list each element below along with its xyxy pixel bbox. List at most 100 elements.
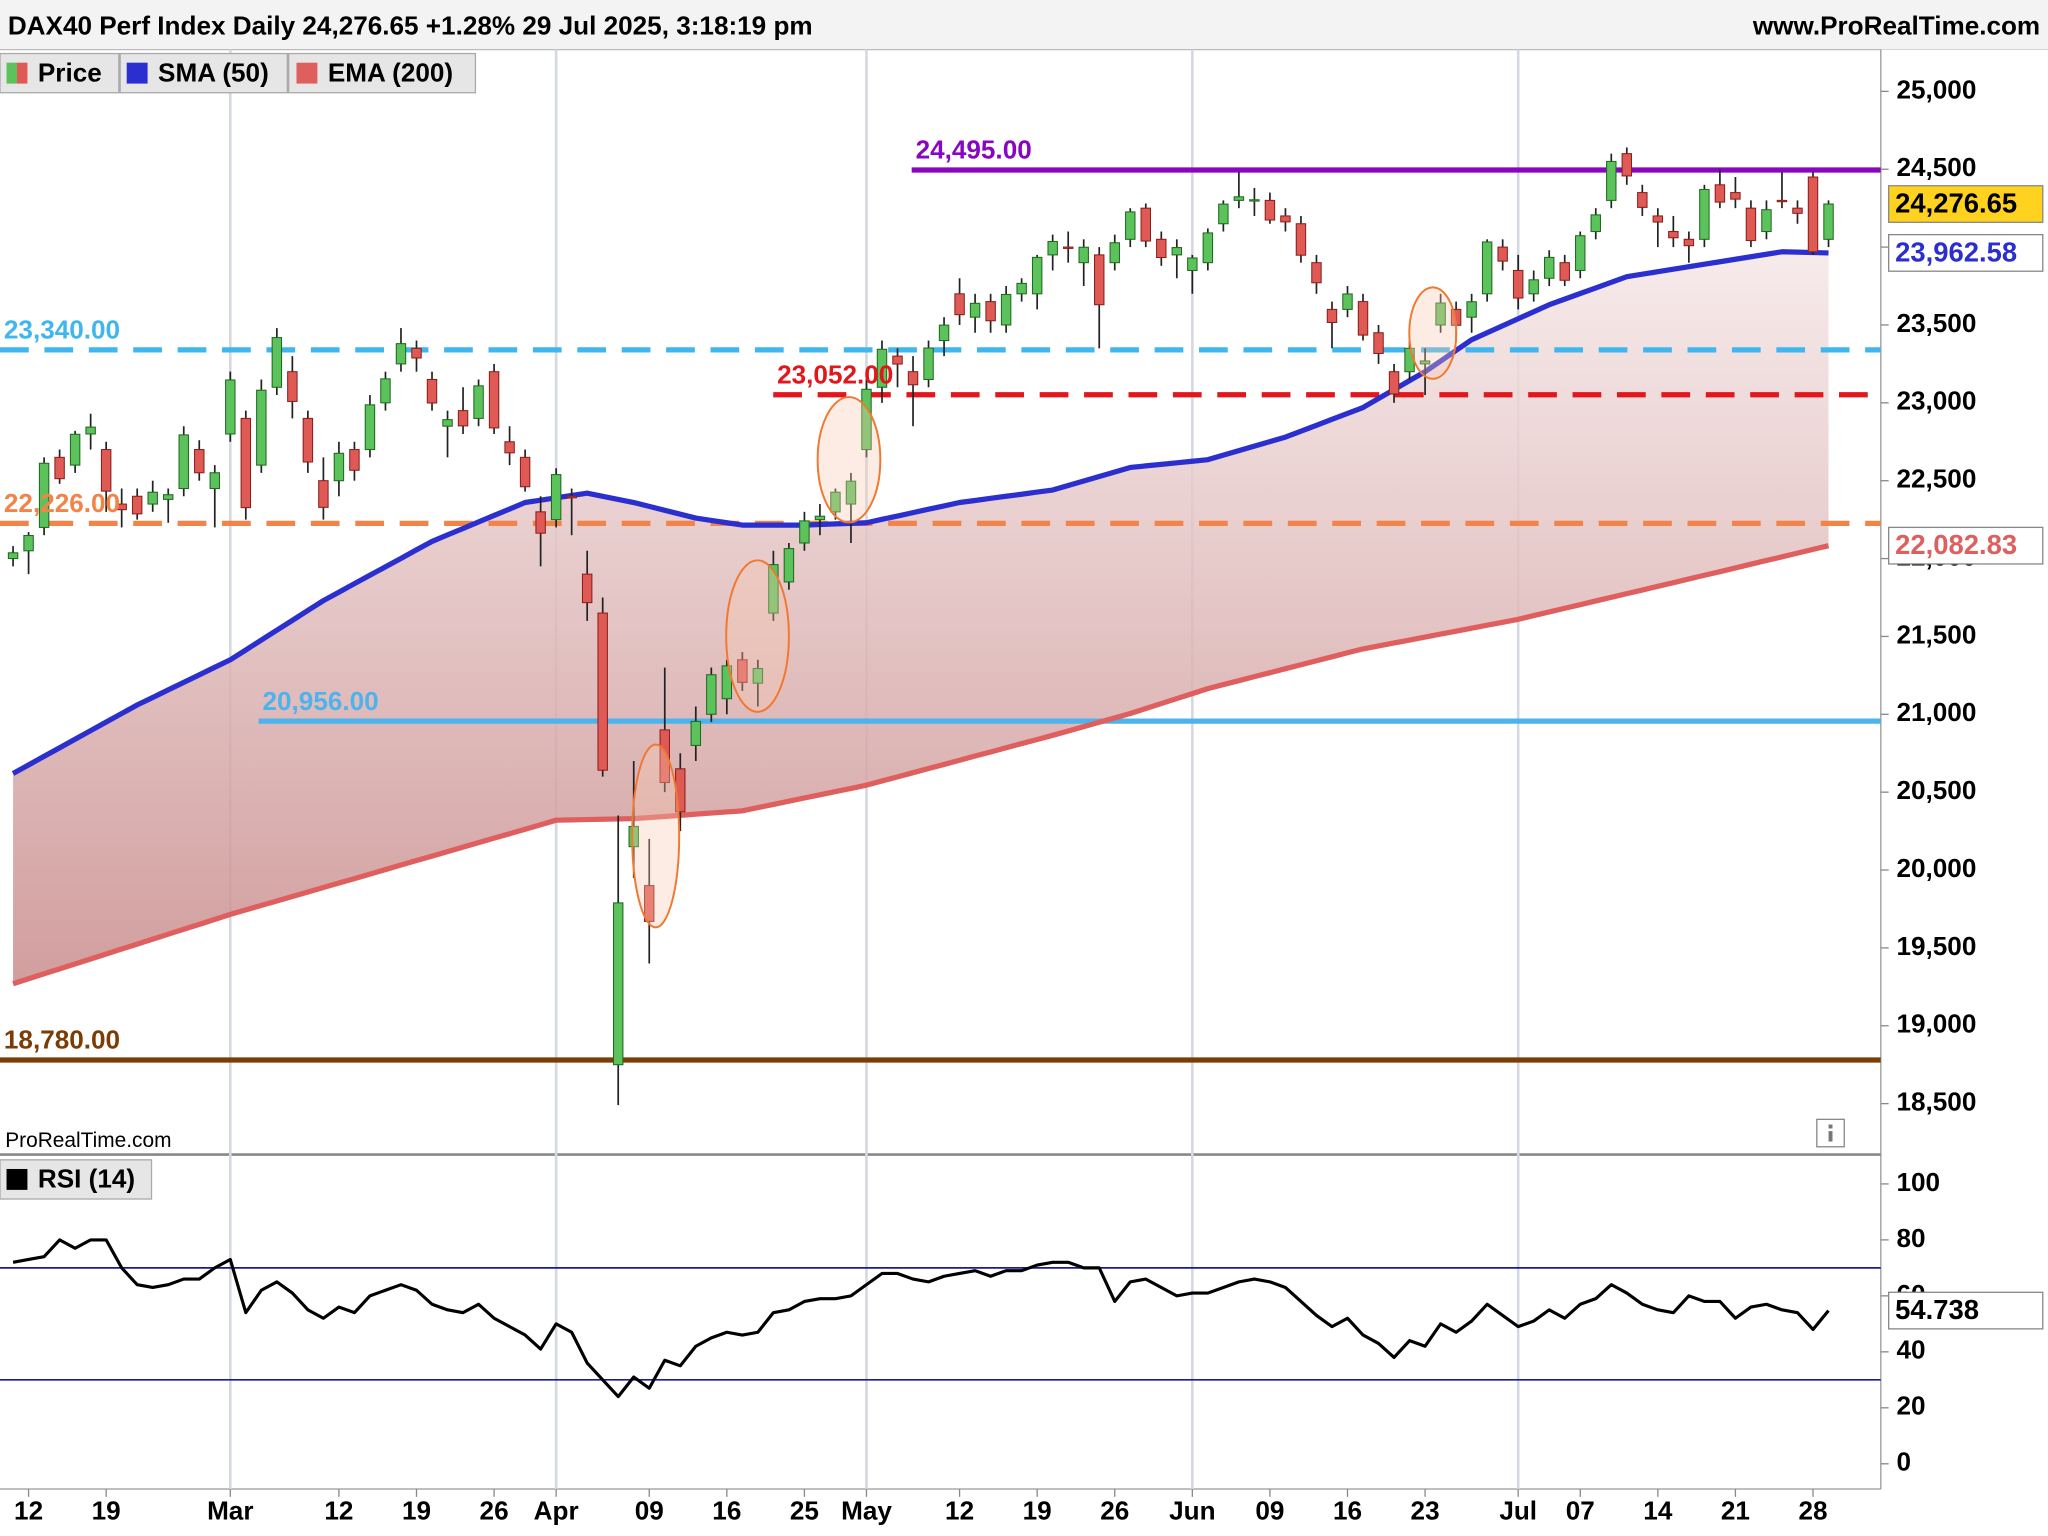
candle-body: [131, 495, 143, 515]
candle-body: [907, 371, 919, 386]
candle-body: [706, 674, 717, 715]
x-tick-label: 26: [480, 1495, 509, 1525]
candle-body: [1109, 242, 1120, 264]
level-label: 20,956.00: [263, 686, 379, 716]
candle-body: [1807, 176, 1819, 253]
axis-layer: 12 19 Mar 12 19 26 Apr 09 16 25 May 12 19 26 Jun 09 16 23…: [14, 74, 2044, 1525]
y-tick-label: 23,500: [1896, 308, 1976, 338]
chart-title: DAX40 Perf Index Daily 24,276.65 +1.28% …: [8, 10, 813, 40]
candle-body: [178, 434, 189, 490]
axis-marker-label: 24,276.65: [1895, 188, 2017, 219]
candle-body: [38, 462, 50, 528]
level-label: 23,052.00: [777, 359, 893, 389]
candle-body: [690, 720, 702, 746]
candle-body: [861, 388, 872, 451]
candle-body: [752, 667, 764, 684]
candle-body: [892, 355, 903, 365]
candle-body: [1637, 192, 1648, 208]
candle-body: [923, 347, 934, 380]
legend-label: SMA (50): [158, 57, 269, 87]
x-tick-label: 25: [790, 1495, 819, 1525]
legend-swatch: [6, 62, 17, 84]
candle-body: [938, 324, 950, 342]
legend-swatch: [6, 1168, 28, 1190]
candle-body: [1621, 153, 1633, 177]
levels-layer: [0, 167, 1881, 1063]
x-tick-label: 19: [1023, 1495, 1052, 1525]
candle-body: [1047, 240, 1058, 256]
highlight-ellipse: [631, 743, 681, 929]
legend-label: RSI (14): [38, 1164, 135, 1194]
candle-body: [550, 474, 562, 521]
highlight-ellipse: [1408, 286, 1458, 380]
candle-body: [163, 494, 174, 500]
watermark: ProRealTime.com: [5, 1129, 171, 1152]
x-tick-label: 16: [712, 1495, 741, 1525]
candle-body: [1000, 293, 1012, 326]
candle-body: [147, 491, 158, 505]
info-button[interactable]: [1816, 1118, 1845, 1148]
candle-body: [1249, 199, 1260, 202]
candle-body: [1528, 279, 1539, 295]
candle-body: [1776, 199, 1788, 203]
x-tick-label: 16: [1333, 1495, 1362, 1525]
y-tick-label: 19,500: [1896, 931, 1976, 961]
y-tick-label: 20: [1896, 1391, 1925, 1421]
info-icon[interactable]: [1816, 1118, 1845, 1148]
candle-body: [659, 729, 670, 784]
candle-body: [1652, 215, 1664, 223]
x-tick-label: 12: [14, 1495, 43, 1525]
candle-body: [395, 343, 407, 365]
y-tick-label: 24,500: [1896, 152, 1976, 182]
legend-label: Price: [38, 57, 102, 87]
candle-body: [1062, 246, 1074, 249]
candle-body: [1156, 238, 1167, 259]
candle-body: [535, 511, 546, 534]
candle-body: [504, 441, 515, 454]
candle-body: [1342, 293, 1353, 310]
candle-body: [194, 449, 205, 474]
candle-body: [1466, 301, 1477, 318]
candle-body: [1264, 199, 1276, 221]
candle-body: [1730, 192, 1741, 200]
legend-swatch: [16, 62, 28, 84]
candle-body: [1311, 262, 1322, 284]
source-link[interactable]: www.ProRealTime.com: [1752, 10, 2040, 40]
y-tick-label: 0: [1896, 1447, 1911, 1477]
candle-body: [1187, 257, 1198, 271]
legend-box[interactable]: [288, 52, 477, 94]
axis-marker: [1887, 1291, 2044, 1330]
candle-body: [612, 902, 624, 1066]
x-tick-label: 21: [1721, 1495, 1750, 1525]
legend: Price SMA (50) EMA (200) RSI (14): [0, 52, 477, 1200]
x-tick-label: Jun: [1169, 1495, 1215, 1525]
legend-box[interactable]: [119, 52, 288, 94]
legend-swatch: [296, 62, 318, 84]
candle-body: [1606, 160, 1617, 201]
axis-marker-label: 23,962.58: [1895, 236, 2017, 267]
candle-body: [783, 548, 795, 583]
y-tick-label: 40: [1896, 1335, 1925, 1365]
axis-marker: [1887, 185, 2044, 223]
candle-body: [954, 293, 965, 316]
candle-body: [488, 371, 500, 429]
candle-body: [287, 371, 298, 402]
y-tick-label: 23,000: [1896, 386, 1976, 416]
candle-body: [768, 564, 779, 614]
y-tick-label: 21,500: [1896, 619, 1976, 649]
candle-body: [1140, 207, 1152, 242]
candle-body: [830, 491, 841, 513]
rsi-layer: [0, 1238, 1881, 1399]
candle-body: [1761, 209, 1772, 233]
candle-body: [349, 449, 360, 471]
candle-body: [1357, 301, 1369, 336]
candle-body: [1094, 254, 1105, 306]
candle-body: [271, 337, 283, 388]
candle-body: [1575, 235, 1586, 271]
x-tick-label: 23: [1411, 1495, 1440, 1525]
candle-body: [581, 573, 593, 604]
y-tick-label: 25,000: [1896, 74, 1976, 104]
candle-body: [1559, 262, 1570, 281]
candle-body: [100, 449, 112, 492]
candle-body: [1823, 203, 1834, 240]
